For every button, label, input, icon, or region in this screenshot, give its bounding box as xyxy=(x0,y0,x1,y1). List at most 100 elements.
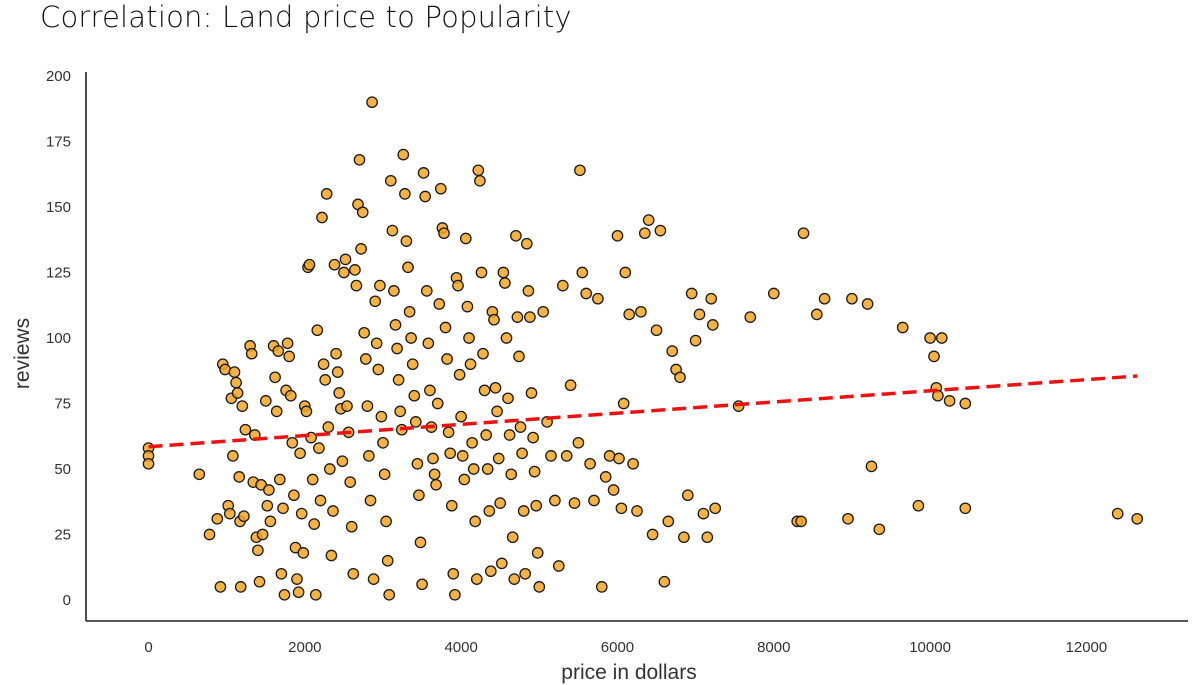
data-point xyxy=(646,528,659,541)
data-point xyxy=(388,285,400,297)
data-point xyxy=(492,452,505,465)
data-point xyxy=(522,285,535,297)
data-point xyxy=(678,531,690,544)
data-point xyxy=(556,279,569,292)
data-point xyxy=(638,227,651,240)
data-point xyxy=(380,515,392,528)
data-point xyxy=(306,473,319,486)
data-point xyxy=(846,292,858,305)
data-point xyxy=(943,395,956,407)
data-point xyxy=(278,588,291,601)
data-point xyxy=(861,298,874,310)
data-point xyxy=(319,374,332,386)
data-point xyxy=(270,405,283,418)
x-tick-labels: 0 2000 4000 6000 8000 10000 12000 xyxy=(144,639,1107,656)
x-tick-label: 4000 xyxy=(444,639,477,656)
data-point xyxy=(358,326,371,339)
data-point xyxy=(350,279,363,292)
data-point xyxy=(317,358,330,371)
data-point xyxy=(289,541,302,554)
x-tick-label: 12000 xyxy=(1066,639,1108,656)
data-point xyxy=(459,232,472,245)
data-point xyxy=(439,321,452,334)
data-point xyxy=(480,429,493,441)
data-point xyxy=(294,447,306,460)
data-point xyxy=(693,308,706,321)
data-point xyxy=(381,554,394,567)
data-point xyxy=(709,502,722,515)
data-point xyxy=(297,547,310,559)
data-point xyxy=(245,347,258,360)
data-point xyxy=(333,387,346,399)
data-point xyxy=(506,531,519,544)
y-tick-label: 75 xyxy=(54,396,71,413)
data-point xyxy=(269,371,281,384)
data-point xyxy=(517,505,530,517)
y-tick-label: 100 xyxy=(46,330,71,347)
data-point xyxy=(231,387,244,399)
data-point xyxy=(795,515,807,528)
data-point xyxy=(599,471,612,483)
data-point xyxy=(701,531,714,544)
data-point xyxy=(470,573,483,585)
data-point xyxy=(494,497,507,509)
data-point xyxy=(477,347,489,360)
data-point xyxy=(527,431,539,444)
data-point xyxy=(308,518,321,530)
data-point xyxy=(374,279,386,292)
y-tick-label: 0 xyxy=(63,592,71,609)
data-point xyxy=(896,321,909,334)
data-point xyxy=(744,311,757,323)
data-point xyxy=(427,452,439,465)
data-point xyxy=(311,324,324,337)
data-point xyxy=(530,499,543,512)
data-point xyxy=(842,512,854,525)
data-point xyxy=(336,455,349,468)
data-point xyxy=(607,484,620,496)
data-point xyxy=(434,182,447,195)
data-point xyxy=(483,505,496,517)
data-point xyxy=(959,397,972,410)
data-point xyxy=(449,588,461,601)
data-point xyxy=(339,253,352,266)
data-point xyxy=(261,499,274,512)
data-point xyxy=(489,381,502,394)
data-point xyxy=(263,484,275,496)
data-point xyxy=(552,560,565,572)
data-point xyxy=(193,468,206,481)
data-point xyxy=(603,450,616,462)
data-point xyxy=(514,421,527,433)
data-point xyxy=(227,450,239,462)
data-point xyxy=(323,463,336,475)
data-point xyxy=(503,429,516,441)
data-point xyxy=(488,313,500,326)
x-axis-label: price in dollars xyxy=(561,661,696,684)
data-point xyxy=(399,188,411,200)
data-point xyxy=(452,279,464,292)
data-point xyxy=(275,567,288,580)
data-point xyxy=(524,311,536,323)
data-point xyxy=(341,400,353,412)
data-point xyxy=(284,389,297,402)
data-point xyxy=(511,311,524,323)
data-point xyxy=(767,287,780,300)
data-point xyxy=(445,499,458,512)
data-point xyxy=(256,528,269,541)
data-point xyxy=(519,567,532,580)
data-point xyxy=(873,523,886,536)
data-point xyxy=(592,292,604,305)
data-point xyxy=(211,512,224,525)
y-tick-label: 125 xyxy=(46,265,71,282)
data-point xyxy=(214,581,227,593)
data-point xyxy=(912,499,925,512)
data-point xyxy=(464,358,477,371)
data-point xyxy=(959,502,972,515)
data-point xyxy=(674,371,686,384)
data-point xyxy=(658,575,671,588)
data-point xyxy=(414,536,427,549)
data-point xyxy=(259,395,272,407)
data-point xyxy=(300,405,313,418)
data-point xyxy=(613,452,625,465)
data-point xyxy=(705,292,718,305)
data-point xyxy=(595,581,608,593)
